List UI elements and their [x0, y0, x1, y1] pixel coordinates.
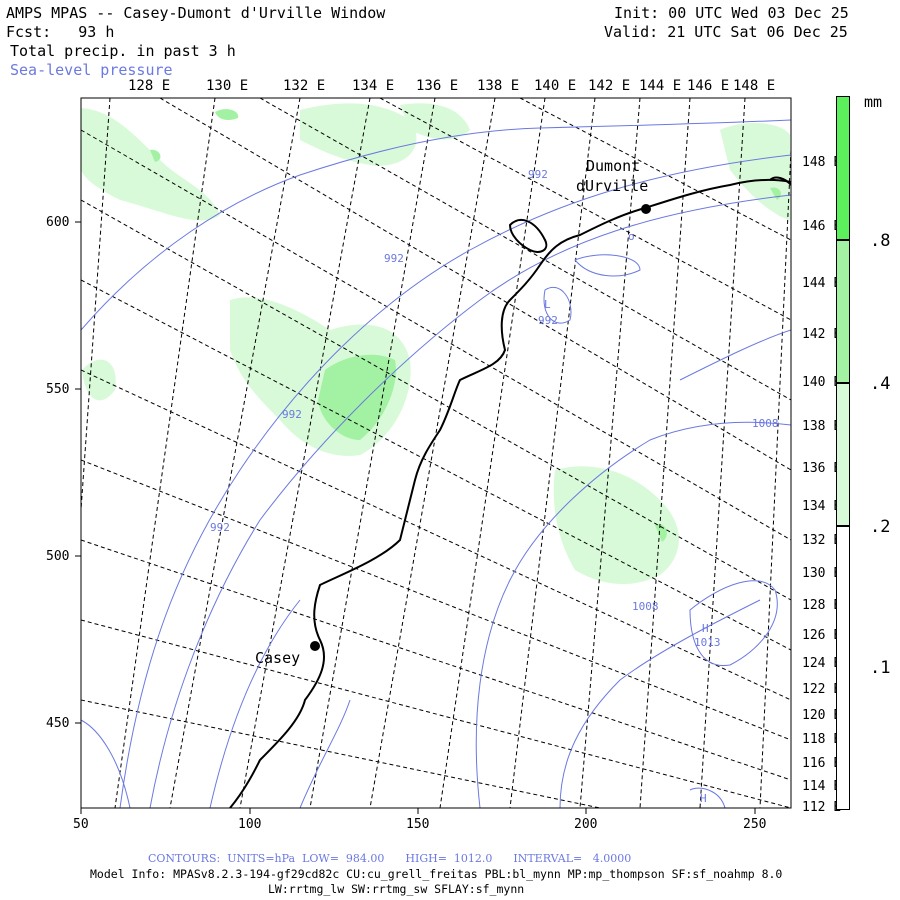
y-axis-label: 600 — [46, 215, 70, 230]
y-axis-label: 550 — [46, 382, 70, 397]
valid-time: Valid: 21 UTC Sat 06 Dec 25 — [604, 23, 848, 41]
x-axis-label: 200 — [574, 817, 598, 832]
top-lon-label: 144 E — [639, 78, 682, 94]
y-axis-label: 500 — [46, 549, 70, 564]
precip-shading — [81, 103, 790, 585]
high-marker: H — [700, 792, 707, 805]
x-axis-label: 150 — [406, 817, 430, 832]
contour-label: 992 — [282, 408, 302, 421]
pressure-contours — [81, 119, 791, 808]
model-info: Model Info: MPASv8.2.3-194-gf29cd82c CU:… — [90, 867, 783, 881]
contour-label: 992 — [538, 314, 558, 327]
y-axis-label: 450 — [46, 716, 70, 731]
top-lon-label: 148 E — [733, 78, 776, 94]
colorbar-segment-01 — [836, 526, 850, 810]
station-label-casey: Casey — [255, 649, 301, 667]
top-lon-label: 138 E — [477, 78, 520, 94]
high-marker: H — [702, 622, 709, 635]
top-lon-label: 128 E — [128, 78, 171, 94]
colorbar-segment-08 — [836, 96, 850, 240]
contours-info: CONTOURS: UNITS=hPa LOW= 984.00 HIGH= 10… — [148, 852, 632, 865]
field-slp-label: Sea-level pressure — [10, 61, 173, 79]
station-label-dumont: Dumont — [586, 157, 641, 175]
station-label-dumont-line2: dUrville — [576, 177, 649, 195]
init-time: Init: 00 UTC Wed 03 Dec 25 — [614, 4, 849, 22]
colorbar-unit: mm — [864, 93, 883, 111]
top-lon-label: 136 E — [416, 78, 459, 94]
field-precip-label: Total precip. in past 3 h — [10, 42, 236, 60]
plot-frame — [80, 97, 792, 809]
x-axis-label: 100 — [238, 817, 262, 832]
contour-label: 1008 — [632, 600, 659, 613]
colorbar-label: .4 — [870, 374, 891, 394]
top-lon-label: 146 E — [687, 78, 730, 94]
top-lon-label: 142 E — [588, 78, 631, 94]
map-title: AMPS MPAS -- Casey-Dumont d'Urville Wind… — [6, 4, 386, 22]
forecast-hour: Fcst: 93 h — [6, 23, 115, 41]
x-axis-label: 50 — [73, 817, 89, 832]
casey-marker — [310, 641, 320, 651]
contour-label: 992 — [384, 252, 404, 265]
colorbar-segment-04 — [836, 240, 850, 383]
precip-shading-medium — [150, 109, 781, 542]
contour-label: 1008 — [752, 417, 779, 430]
top-lon-label: 134 E — [352, 78, 395, 94]
contour-label: 992 — [528, 168, 548, 181]
colorbar-label: .2 — [870, 517, 891, 537]
low-marker: L — [544, 298, 551, 311]
model-info-line2: LW:rrtmg_lw SW:rrtmg_sw SFLAY:sf_mynn — [268, 882, 525, 896]
colorbar-label: .8 — [870, 231, 891, 251]
colorbar-label: .1 — [870, 658, 891, 678]
top-lon-label: 130 E — [206, 78, 249, 94]
x-axis-label: 250 — [743, 817, 767, 832]
top-lon-label: 140 E — [534, 78, 577, 94]
contour-label: o — [628, 230, 635, 243]
colorbar-segment-02 — [836, 383, 850, 526]
contour-label: 992 — [210, 521, 230, 534]
contour-label: 1013 — [694, 636, 721, 649]
coastline — [229, 176, 791, 808]
top-lon-label: 132 E — [283, 78, 326, 94]
dumont-durville-marker — [641, 204, 651, 214]
